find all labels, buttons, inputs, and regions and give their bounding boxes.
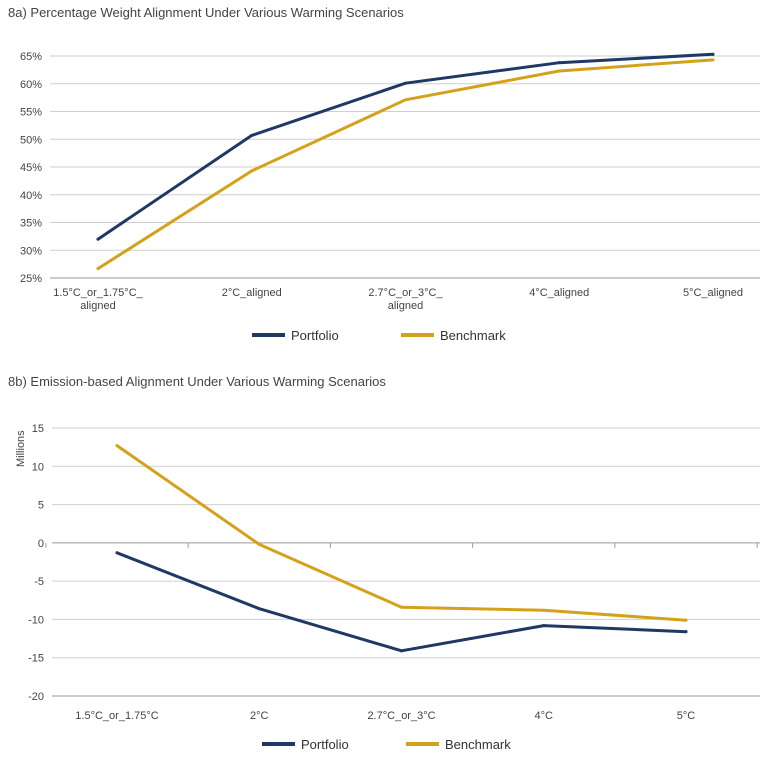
chart-8b-point-benchmark [115, 444, 119, 448]
chart-8b-x-tick-label: 2°C [250, 710, 269, 722]
chart-8b-point-benchmark [542, 608, 546, 612]
chart-8b-point-benchmark [400, 605, 403, 609]
chart-8a-gridlines [50, 55, 760, 279]
chart-8a-point-benchmark [557, 69, 561, 73]
chart-8a-y-tick-label: 35% [20, 218, 42, 230]
chart-8b-y-tick-label: -5 [34, 576, 44, 588]
chart-8a-x-tick-label: 2°C_aligned [222, 287, 282, 299]
chart-8a-x-tick-label: 2.7°C_or_3°C_ aligned [368, 287, 443, 312]
chart-8b-y-tick-label: -20 [28, 691, 44, 703]
chart-8b-point-portfolio [115, 551, 119, 555]
chart-8a-x-tick-label: 1.5°C_or_1.75°C_ aligned [53, 287, 143, 312]
chart-8b-point-benchmark [684, 618, 688, 622]
chart-8b-legend: Portfolio Benchmark [262, 737, 511, 752]
chart-8a-point-benchmark [96, 267, 100, 271]
chart-8b-legend-label-benchmark: Benchmark [445, 737, 511, 752]
chart-8b-legend-label-portfolio: Portfolio [301, 737, 349, 752]
chart-8a-y-tick-label: 65% [20, 51, 42, 63]
chart-8a-title: 8a) Percentage Weight Alignment Under Va… [8, 5, 404, 20]
chart-8b-y-ticks: -20 -15 -10 -5 0 5 10 15 [28, 423, 44, 703]
chart-8b-series [115, 444, 688, 653]
chart-8a-y-tick-label: 30% [20, 245, 42, 257]
chart-8a-x-ticks: 1.5°C_or_1.75°C_ aligned 2°C_aligned 2.7°C_… [53, 287, 743, 312]
chart-8a-y-tick-label: 40% [20, 190, 42, 202]
chart-8b: 8b) Emission-based Alignment Under Vario… [8, 374, 760, 752]
chart-8a-y-tick-label: 25% [20, 273, 42, 285]
chart-8b-y-tick-label: -10 [28, 614, 44, 626]
chart-8b-y-tick-label: -15 [28, 653, 44, 665]
chart-8b-x-tick-label: 1.5°C_or_1.75°C [75, 710, 158, 722]
chart-8b-x-tick-label: 5°C [677, 710, 696, 722]
chart-8a-series-line-benchmark [96, 58, 715, 271]
chart-8a-y-ticks: 25% 30% 35% 40% 45% 50% 55% 60% 65% [20, 51, 42, 285]
chart-8a-x-tick-label: 5°C_aligned [683, 287, 743, 299]
chart-8b-y-tick-label: 5 [38, 500, 44, 512]
chart-8a-y-tick-label: 55% [20, 107, 42, 119]
chart-8a-legend-label-benchmark: Benchmark [440, 328, 506, 343]
chart-8a: 8a) Percentage Weight Alignment Under Va… [8, 5, 760, 343]
chart-8b-y-tick-label: 15 [32, 423, 44, 435]
chart-8b-series-line-benchmark [115, 444, 688, 622]
chart-8b-series-line-portfolio [115, 551, 688, 653]
chart-8b-y-tick-label: 10 [32, 461, 44, 473]
chart-8b-point-portfolio [542, 624, 546, 628]
chart-8b-point-portfolio [257, 607, 261, 611]
chart-8a-point-benchmark [250, 169, 254, 173]
chart-8a-point-benchmark [711, 58, 715, 62]
chart-8a-y-tick-label: 60% [20, 79, 42, 91]
chart-8b-title: 8b) Emission-based Alignment Under Vario… [8, 374, 386, 389]
chart-8a-series [96, 52, 715, 271]
chart-8b-point-portfolio [400, 649, 403, 653]
chart-8a-point-portfolio [557, 61, 561, 65]
chart-8b-x-ticks: 1.5°C_or_1.75°C 2°C 2.7°C_or_3°C 4°C 5°C [75, 710, 695, 722]
chart-8a-point-portfolio [404, 81, 407, 85]
chart-8b-x-tick-label: 4°C [535, 710, 554, 722]
chart-8a-y-tick-label: 50% [20, 134, 42, 146]
chart-8a-point-benchmark [404, 98, 407, 102]
chart-8a-point-portfolio [96, 237, 100, 241]
chart-8a-legend: Portfolio Benchmark [252, 328, 506, 343]
chart-8b-x-tick-label: 2.7°C_or_3°C [367, 710, 435, 722]
chart-8b-gridlines [45, 427, 760, 697]
chart-8a-point-portfolio [711, 52, 715, 56]
chart-8a-x-tick-label: 4°C_aligned [529, 287, 589, 299]
chart-8a-y-tick-label: 45% [20, 162, 42, 174]
chart-8b-y-tick-label: 0 [38, 538, 44, 550]
chart-8b-y-axis-label: Millions [15, 430, 27, 467]
chart-8a-point-portfolio [250, 133, 254, 137]
chart-8a-legend-label-portfolio: Portfolio [291, 328, 339, 343]
chart-8b-point-benchmark [257, 542, 261, 546]
chart-8b-point-portfolio [684, 630, 688, 634]
